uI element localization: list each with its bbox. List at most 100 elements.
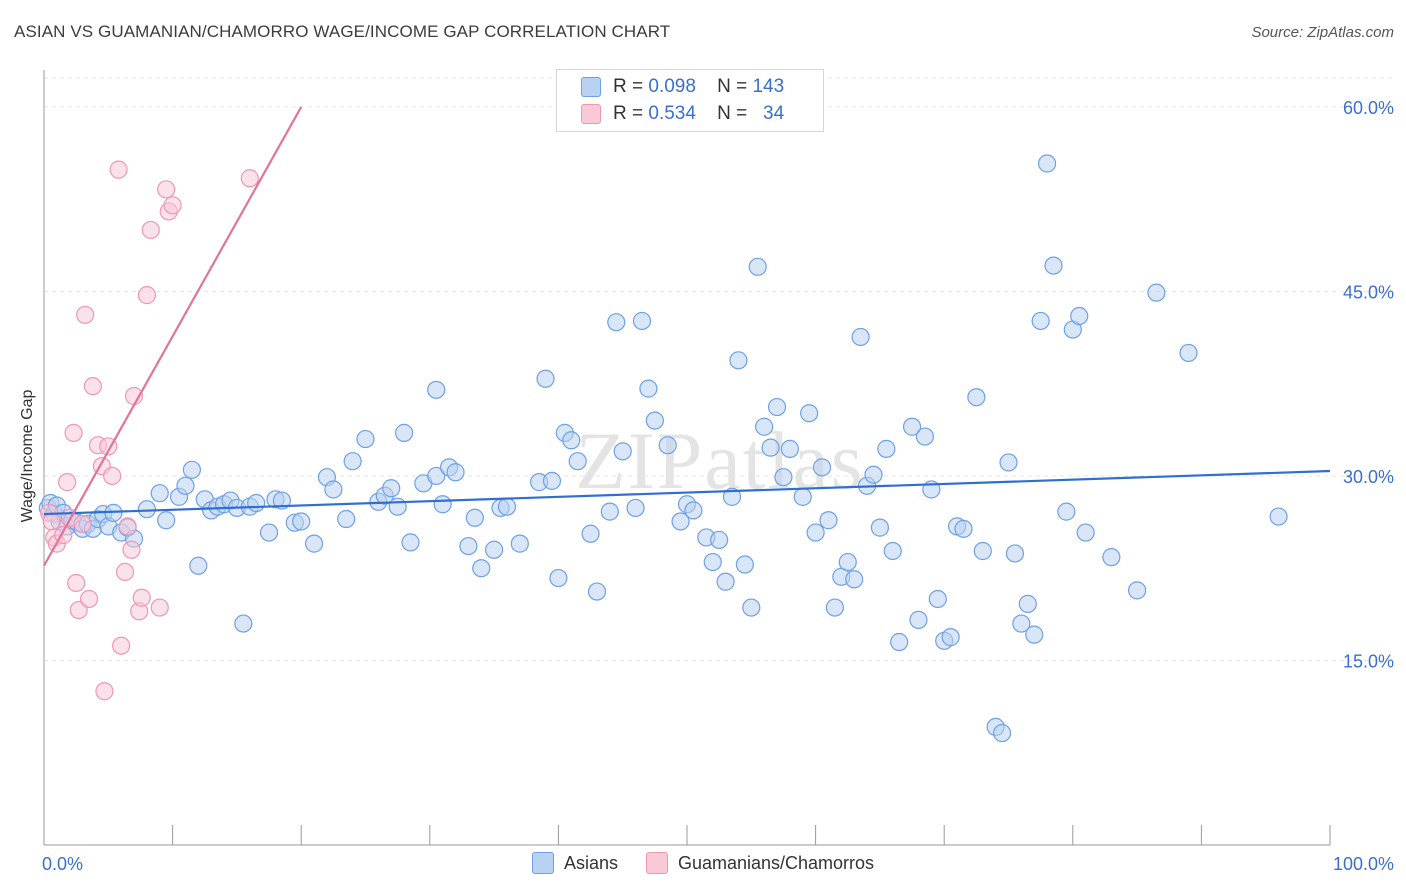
asians-point xyxy=(1076,523,1095,542)
legend-item-guamanians[interactable]: Guamanians/Chamorros xyxy=(645,852,874,874)
r-label: R = xyxy=(613,76,644,97)
guamanians-point xyxy=(122,540,141,559)
asians-point xyxy=(1127,581,1147,600)
guamanians-point xyxy=(115,562,135,582)
asians-point xyxy=(767,397,787,417)
n-value: 143 xyxy=(752,76,785,97)
asians-point xyxy=(967,388,986,407)
asians-point xyxy=(819,511,838,530)
asians-point xyxy=(343,452,362,471)
x-tick-label-min: 0.0% xyxy=(42,854,83,874)
asians-point xyxy=(259,523,279,542)
guamanians-point xyxy=(137,286,156,305)
asians-point xyxy=(1044,256,1063,275)
asians-point xyxy=(607,313,626,332)
asians-point xyxy=(182,460,201,479)
asians-point xyxy=(812,458,832,477)
asians-point xyxy=(729,351,748,370)
legend-label-asians: Asians xyxy=(563,852,618,873)
asians-point xyxy=(658,436,677,455)
guamanians-point xyxy=(132,588,151,607)
stats-legend: R = 0.098 N = 143 R = 0.534 N = 34 xyxy=(556,69,824,132)
asians-point xyxy=(427,466,446,486)
legend-row-asians: R = 0.098 N = 143 xyxy=(581,74,784,100)
asians-point xyxy=(459,536,478,556)
chart-title: ASIAN VS GUAMANIAN/CHAMORRO WAGE/INCOME … xyxy=(14,22,671,41)
asians-point xyxy=(632,311,652,331)
asians-point xyxy=(1147,283,1166,302)
grid-layer xyxy=(44,77,1392,661)
guamanians-swatch xyxy=(581,104,601,124)
asians-point xyxy=(883,541,902,561)
asians-point xyxy=(845,570,864,589)
asians-point xyxy=(780,439,799,458)
asians-point xyxy=(722,487,742,506)
asians-point xyxy=(497,497,517,516)
asians-point xyxy=(825,598,844,617)
source-label: Source: ZipAtlas.com xyxy=(1251,24,1394,41)
asians-point xyxy=(472,559,491,578)
r-value: 0.534 xyxy=(648,103,696,124)
asians-point xyxy=(401,533,420,552)
asians-point xyxy=(356,429,375,449)
guamanians-point xyxy=(112,636,131,655)
asians-point xyxy=(710,530,729,550)
guamanians-point xyxy=(141,220,160,240)
asians-point xyxy=(703,552,722,572)
guamanians-point xyxy=(58,473,77,492)
asians-point xyxy=(272,491,292,510)
y-tick-label: 15.0% xyxy=(1343,651,1394,671)
asians-point xyxy=(1005,544,1025,563)
legend-row-guamanians: R = 0.534 N = 34 xyxy=(581,101,784,127)
asians-trend-line xyxy=(43,469,1331,516)
guamanians-point xyxy=(83,377,102,396)
asians-point xyxy=(671,512,690,531)
asians-point xyxy=(992,723,1012,743)
asians-swatch xyxy=(531,852,554,874)
y-tick-label: 45.0% xyxy=(1343,282,1394,302)
guamanians-point xyxy=(73,514,92,534)
guamanians-point xyxy=(103,466,122,486)
asians-point xyxy=(600,502,619,521)
asians-point xyxy=(639,379,658,398)
asians-point xyxy=(157,511,176,530)
asians-point xyxy=(755,417,774,436)
asians-point xyxy=(902,417,922,436)
guamanians-trend-line xyxy=(43,106,303,567)
asians-point xyxy=(562,431,581,450)
asians-point xyxy=(928,589,947,609)
guamanians-point xyxy=(67,573,86,593)
series-legend: Asians Guamanians/Chamorros xyxy=(0,852,1406,874)
asians-point xyxy=(684,501,703,520)
guamanians-swatch xyxy=(645,852,668,874)
guamanians-point xyxy=(240,169,259,188)
asians-point xyxy=(292,512,311,531)
asians-point xyxy=(485,540,504,559)
asians-point xyxy=(1018,594,1037,613)
asians-point xyxy=(1102,548,1121,567)
asians-point xyxy=(1057,502,1076,521)
legend-item-asians[interactable]: Asians xyxy=(531,852,618,874)
asians-point xyxy=(304,534,324,553)
asians-point xyxy=(337,509,356,529)
asians-point xyxy=(941,628,960,647)
asians-point xyxy=(973,541,992,561)
asians-point xyxy=(427,380,446,399)
asians-point xyxy=(877,439,896,458)
asians-point xyxy=(394,423,414,442)
guamanians-point xyxy=(64,423,83,442)
asians-point xyxy=(568,452,587,471)
guamanians-point xyxy=(79,589,99,609)
asians-point xyxy=(465,508,484,527)
asians-point xyxy=(999,453,1018,472)
asians-point xyxy=(748,257,767,276)
asians-point xyxy=(742,598,761,617)
r-label: R = xyxy=(613,103,644,124)
asians-point xyxy=(1070,306,1089,326)
asians-point xyxy=(716,572,735,591)
guamanians-point xyxy=(95,682,114,701)
asians-point xyxy=(793,487,812,506)
asians-point xyxy=(864,465,883,484)
asians-point xyxy=(388,497,407,516)
